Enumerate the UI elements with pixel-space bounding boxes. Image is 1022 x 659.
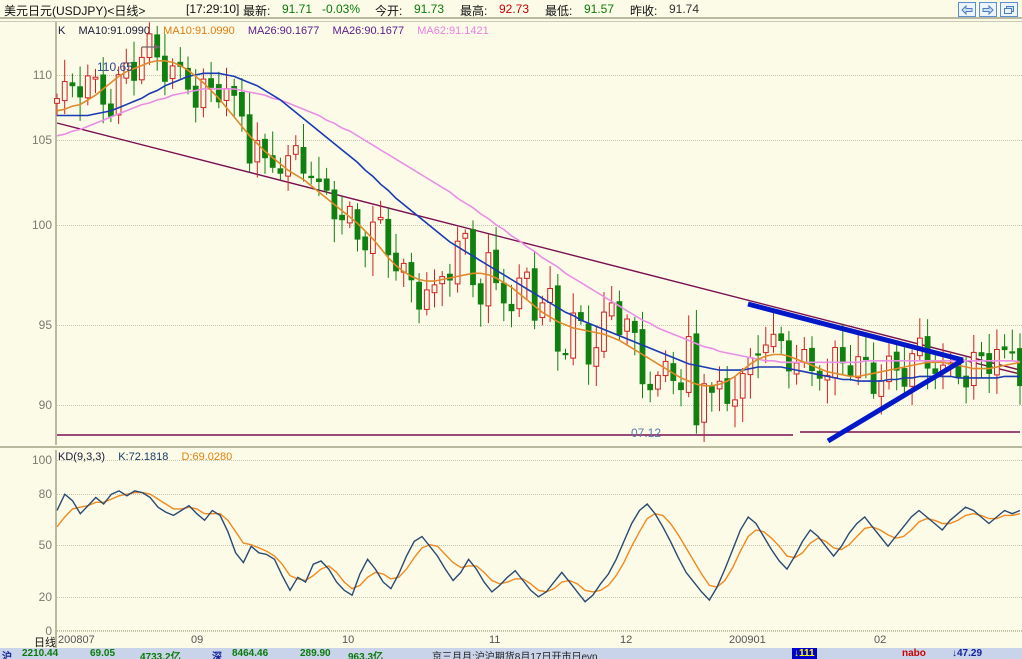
ma26-line [57, 72, 1020, 382]
price-y-tick: 90 [38, 398, 52, 412]
x-axis-tick: 200901 [729, 634, 766, 646]
price-gridline [55, 140, 1022, 141]
legend-ma26-b: MA26:90.1677 [332, 25, 405, 37]
pane-divider [0, 446, 1022, 448]
clock-time: [17:29:10] [186, 2, 240, 16]
status-value: 4733.2亿 [140, 652, 181, 659]
legend-kd-title: KD(9,3,3) [58, 451, 106, 463]
status-index-icon-2: 深 [212, 652, 222, 659]
kd-y-tick: 0 [45, 624, 52, 638]
restore-window-icon[interactable] [1000, 2, 1018, 17]
kd-legend: KD(9,3,3) K:72.1818 D:69.0280 [58, 451, 232, 463]
x-axis-tick: 02 [874, 634, 887, 646]
price-gridline [55, 75, 1022, 76]
price-y-tick: 95 [38, 318, 52, 332]
quote-last-value: 91.71 [282, 2, 313, 16]
kd-pane[interactable]: 100 80 50 20 0 KD(9,3,3) K:72.1818 D:69.… [0, 450, 1022, 638]
legend-ma26-a: MA26:90.1677 [247, 25, 320, 37]
back-arrow-icon[interactable] [958, 2, 976, 17]
price-y-tick: 105 [31, 133, 52, 147]
kd-y-axis: 100 80 50 20 0 [0, 450, 52, 638]
status-tail: ↓47.29 [952, 648, 983, 659]
kd-d-line [56, 491, 1021, 593]
legend-kd-d: D:69.0280 [181, 451, 233, 463]
price-plot-border [55, 22, 1022, 445]
quote-low-value: 91.57 [584, 2, 615, 16]
window-nav-buttons [958, 2, 1018, 17]
status-brand: nabo [902, 648, 926, 659]
quote-open-label: 今开: [375, 4, 403, 18]
symbol-title: 美元日元(USDJPY)<日线> [4, 4, 146, 18]
kd-gridline [55, 460, 1022, 461]
x-axis-tick: 09 [191, 634, 204, 646]
legend-ma10-b: MA10:91.0990 [163, 25, 235, 37]
kd-y-tick: 50 [38, 538, 52, 552]
kd-plot-border [55, 450, 1022, 632]
x-axis-separator [55, 630, 1022, 631]
price-pane[interactable]: 110 105 100 95 90 K MA10:91.0990 MA10:91… [0, 22, 1022, 445]
kd-y-tick: 100 [31, 453, 52, 467]
forward-arrow-icon[interactable] [979, 2, 997, 17]
x-axis-mode-label: 日线 [34, 637, 56, 649]
kd-gridline [55, 545, 1022, 546]
high-annotation-arrow [142, 44, 160, 50]
kd-k-line [56, 490, 1021, 603]
status-value: 69.05 [90, 648, 116, 659]
price-gridline [55, 325, 1022, 326]
quote-open-value: 91.73 [414, 2, 445, 16]
quote-prevclose-value: 91.74 [669, 2, 700, 16]
status-value: 8464.46 [232, 648, 269, 659]
title-bar: 美元日元(USDJPY)<日线> [17:29:10] 最新: 91.71 -0… [0, 0, 1022, 19]
status-value: 963.3亿 [348, 652, 384, 659]
x-axis-tick: 11 [489, 634, 501, 646]
kd-y-tick: 20 [38, 590, 52, 604]
price-y-axis: 110 105 100 95 90 [0, 22, 52, 445]
price-gridline [55, 225, 1022, 226]
quote-prevclose-label: 昨收: [630, 4, 658, 18]
quote-high-label: 最高: [460, 4, 488, 18]
price-legend: K MA10:91.0990 MA10:91.0990 MA26:90.1677… [58, 25, 489, 37]
legend-kd-k: K:72.1818 [118, 451, 169, 463]
status-badge[interactable]: ↓111 [792, 648, 817, 659]
price-gridline [55, 405, 1022, 406]
status-note: 京三月月:沪沪期货8月17日开市日evn [432, 652, 598, 659]
kd-gridline [55, 631, 1022, 632]
quote-high-value: 92.73 [499, 2, 530, 16]
price-y-tick: 110 [32, 68, 52, 82]
x-axis-tick: 200807 [58, 634, 95, 646]
ma62-line [56, 88, 1021, 364]
legend-ma62: MA62:91.1421 [417, 25, 489, 37]
x-axis: 日线 200807 09 10 11 12 200901 02 [0, 633, 1022, 649]
quote-change-percent: -0.03% [322, 2, 361, 16]
kd-gridline [55, 494, 1022, 495]
x-axis-tick: 10 [342, 634, 355, 646]
support-line [57, 431, 1020, 436]
ma10-line [56, 59, 1021, 387]
triangle-trendlines [747, 301, 965, 444]
annotation-high-price: 110.65 [97, 60, 133, 74]
x-axis-origin-tick [55, 631, 57, 648]
status-value: 2210.44 [22, 648, 59, 659]
quote-last-label: 最新: [243, 4, 271, 18]
price-y-tick: 100 [31, 218, 52, 232]
legend-ma10-a: MA10:91.0990 [78, 25, 151, 37]
price-chart-canvas[interactable] [0, 22, 1022, 445]
legend-k: K [58, 25, 66, 37]
chart-frame: 110 105 100 95 90 K MA10:91.0990 MA10:91… [0, 21, 1022, 638]
status-index-icon: 沪 [2, 652, 12, 659]
quote-low-label: 最低: [545, 4, 573, 18]
kd-y-tick: 80 [38, 487, 52, 501]
x-axis-tick: 12 [620, 634, 633, 646]
annotation-low-date: 07.12 [631, 426, 662, 440]
status-bar: 沪 2210.44 69.05 4733.2亿 深 8464.46 289.90… [0, 648, 1022, 659]
status-value: 289.90 [300, 648, 331, 659]
kd-chart-canvas[interactable] [0, 450, 1022, 632]
candlestick-series [54, 22, 1022, 442]
